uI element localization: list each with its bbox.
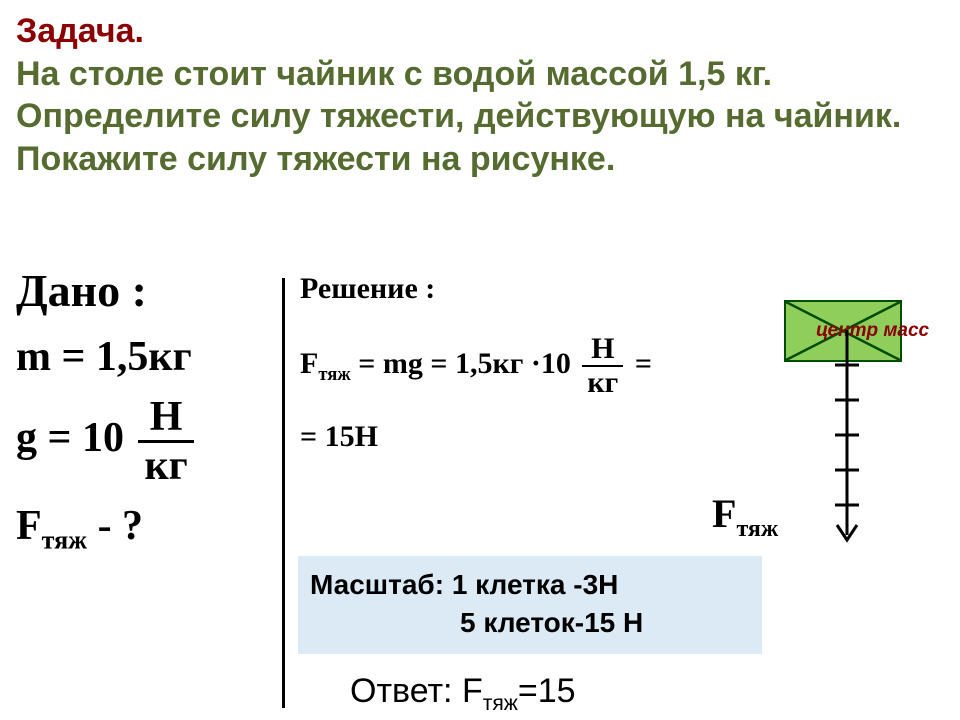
solution-block: Решение : Fтяж = mg = 1,5кг ·10 Н кг = =…	[300, 272, 720, 454]
res-prefix: =	[300, 420, 325, 453]
g-unit-num: Н	[138, 396, 193, 443]
given-unknown: Fтяж - ?	[16, 505, 276, 553]
solution-result: = 15Н	[300, 420, 720, 454]
force-label: Fтяж	[712, 490, 778, 543]
force-arrow	[832, 330, 862, 550]
g-value: 10	[82, 415, 124, 461]
answer-sub: тяж	[483, 692, 518, 715]
given-header: Дано :	[16, 268, 276, 314]
scale-box: Масштаб: 1 клетка -3Н 5 клеток-15 Н	[298, 556, 762, 654]
eq-dot: ·	[523, 347, 541, 380]
eq-tail: =	[627, 347, 652, 380]
solution-equation: Fтяж = mg = 1,5кг ·10 Н кг =	[300, 334, 720, 398]
mass-prefix: m =	[16, 334, 96, 380]
eq-unit-den: кг	[582, 367, 623, 398]
force-label-sub: тяж	[736, 516, 778, 542]
eq-mg: = mg =	[351, 347, 455, 380]
unknown-sub: тяж	[42, 525, 87, 554]
solution-header: Решение :	[300, 272, 720, 306]
eq-F-sub: тяж	[318, 364, 350, 385]
given-mass: m = 1,5кг	[16, 336, 276, 378]
answer-value: =15	[518, 672, 576, 710]
g-unit-den: кг	[138, 443, 193, 487]
answer-prefix: Ответ: F	[350, 672, 483, 710]
problem-text: На столе стоит чайник с водой массой 1,5…	[16, 55, 901, 178]
force-diagram: центр масс Fтяж	[742, 300, 942, 560]
vertical-separator	[282, 278, 285, 708]
problem-statement: Задача. На столе стоит чайник с водой ма…	[16, 10, 944, 180]
given-g: g = 10 Н кг	[16, 396, 276, 487]
eq-mass: 1,5кг	[455, 347, 523, 380]
mass-value: 1,5кг	[96, 334, 192, 380]
eq-F: F	[300, 347, 318, 380]
scale-line2: 5 клеток-15 Н	[310, 604, 750, 642]
unknown-F: F	[16, 503, 42, 549]
force-label-F: F	[712, 491, 736, 536]
unknown-qmark: - ?	[87, 503, 143, 549]
res-value: 15Н	[325, 420, 378, 453]
answer-line: Ответ: Fтяж=15	[350, 672, 576, 716]
eq-unit-num: Н	[582, 334, 623, 367]
scale-line1: Масштаб: 1 клетка -3Н	[310, 566, 750, 604]
eq-unit-fraction: Н кг	[582, 334, 623, 398]
eq-g: 10	[541, 347, 571, 380]
problem-label: Задача.	[16, 12, 144, 50]
g-prefix: g =	[16, 415, 82, 461]
g-unit-fraction: Н кг	[138, 396, 193, 487]
given-block: Дано : m = 1,5кг g = 10 Н кг Fтяж - ?	[16, 268, 276, 571]
